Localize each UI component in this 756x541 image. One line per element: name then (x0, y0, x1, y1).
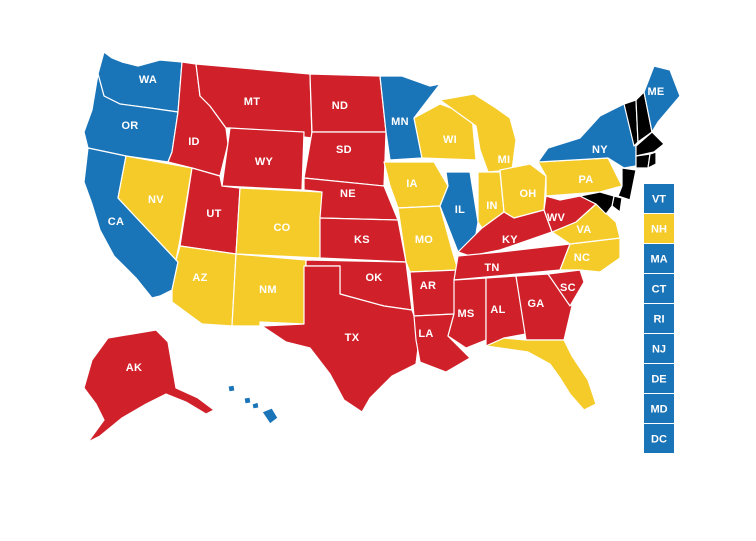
small-state-box-de (644, 364, 674, 393)
state-ga (515, 273, 573, 341)
small-state-label-ct: CT (652, 283, 667, 295)
state-ny (537, 99, 637, 169)
label-ok: OK (365, 272, 382, 284)
state-hi-islet-1 (243, 396, 252, 405)
label-ms: MS (457, 308, 474, 320)
label-sd: SD (336, 144, 352, 156)
label-nd: ND (332, 100, 349, 112)
small-state-label-nj: NJ (652, 343, 666, 355)
label-tn: TN (484, 262, 499, 274)
label-mi: MI (498, 154, 511, 166)
label-nc: NC (574, 252, 591, 264)
small-state-box-ri (644, 304, 674, 333)
small-state-label-de: DE (651, 373, 666, 385)
label-mn: MN (391, 116, 409, 128)
label-ak: AK (126, 362, 143, 374)
small-state-label-dc: DC (651, 433, 667, 445)
small-state-box-nh (644, 214, 674, 243)
label-ia: IA (406, 178, 418, 190)
small-state-label-ma: MA (650, 253, 667, 265)
label-al: AL (490, 304, 505, 316)
state-mi (439, 93, 517, 173)
label-me: ME (647, 86, 664, 98)
label-ks: KS (354, 234, 370, 246)
label-tx: TX (345, 332, 360, 344)
label-ut: UT (206, 208, 221, 220)
state-wi (413, 103, 477, 161)
state-wy (221, 127, 305, 191)
label-wy: WY (255, 156, 274, 168)
label-or: OR (121, 120, 138, 132)
small-state-label-nh: NH (651, 223, 667, 235)
label-az: AZ (192, 272, 207, 284)
state-tx (261, 265, 421, 413)
label-nv: NV (148, 194, 164, 206)
state-md (579, 191, 615, 215)
label-ny: NY (592, 144, 608, 156)
state-hi-islet-3 (227, 384, 236, 393)
label-pa: PA (578, 174, 593, 186)
state-nj (617, 167, 637, 201)
state-sd (303, 131, 387, 187)
label-mt: MT (244, 96, 260, 108)
state-hi-islet-2 (251, 401, 260, 410)
label-va: VA (576, 224, 591, 236)
label-ga: GA (527, 298, 544, 310)
state-ma (635, 131, 665, 157)
label-mo: MO (415, 234, 433, 246)
small-state-box-ct (644, 274, 674, 303)
label-nm: NM (259, 284, 277, 296)
state-labels: WA OR CA NV ID MT WY UT AZ CO NM ND SD N… (108, 74, 665, 374)
small-state-box-nj (644, 334, 674, 363)
small-state-box-vt (644, 184, 674, 213)
state-ak (83, 329, 215, 443)
label-ar: AR (420, 280, 437, 292)
label-id: ID (188, 136, 200, 148)
state-az (171, 245, 237, 327)
state-fl (485, 337, 597, 411)
state-hi (261, 407, 279, 425)
state-ar (409, 269, 459, 317)
small-state-label-vt: VT (652, 193, 666, 205)
state-sc (547, 269, 585, 307)
small-state-label-md: MD (650, 403, 667, 415)
label-sc: SC (560, 282, 576, 294)
label-ne: NE (340, 188, 356, 200)
small-state-label-ri: RI (654, 313, 665, 325)
label-la: LA (418, 328, 433, 340)
small-state-box-md (644, 394, 674, 423)
state-ri (647, 151, 657, 169)
label-il: IL (455, 204, 465, 216)
state-al (485, 275, 527, 347)
label-wa: WA (139, 74, 157, 86)
small-state-box-ma (644, 244, 674, 273)
label-ky: KY (502, 234, 518, 246)
small-states-legend: VT NH MA CT RI NJ DE MD DC (644, 184, 674, 453)
label-in: IN (486, 200, 498, 212)
label-wi: WI (443, 134, 457, 146)
label-wv: WV (547, 212, 566, 224)
small-state-box-dc (644, 424, 674, 453)
label-oh: OH (519, 188, 536, 200)
label-ca: CA (108, 216, 125, 228)
label-co: CO (273, 222, 290, 234)
